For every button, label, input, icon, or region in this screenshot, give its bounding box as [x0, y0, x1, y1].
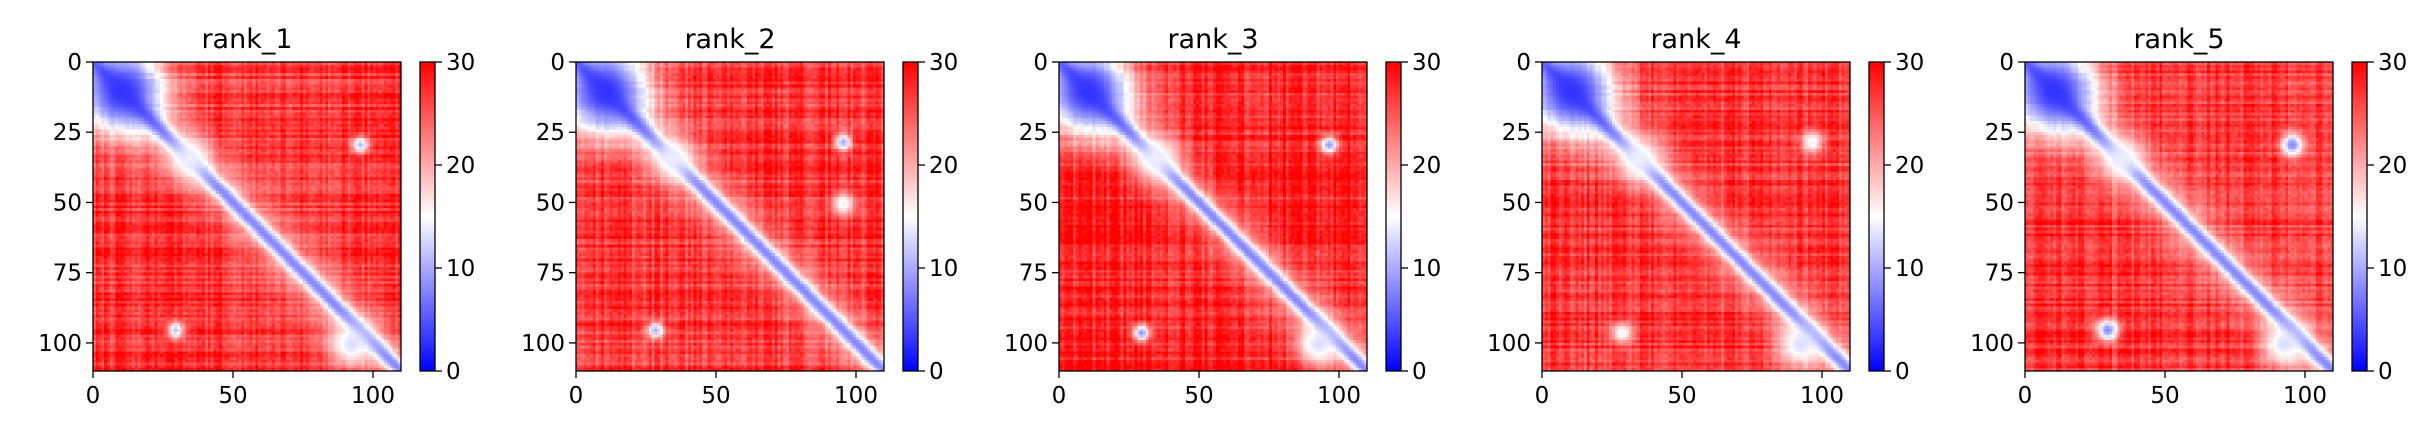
y-tick-label: 75 — [53, 261, 82, 287]
y-tick-label: 100 — [1487, 331, 1531, 357]
x-tick-label: 50 — [2150, 383, 2179, 409]
colorbar-tick-label: 0 — [2378, 359, 2393, 385]
panel-title: rank_5 — [2133, 24, 2224, 55]
colorbar-tick-label: 10 — [1895, 256, 1924, 282]
heatmap-image — [93, 62, 401, 371]
y-tick-label: 50 — [1985, 190, 2014, 216]
y-tick-label: 25 — [1985, 120, 2014, 146]
colorbar — [1385, 61, 1402, 372]
colorbar — [1868, 61, 1885, 372]
colorbar-tick-label: 20 — [1412, 153, 1441, 179]
y-tick-label: 50 — [53, 190, 82, 216]
y-tick-label: 50 — [536, 190, 565, 216]
y-tick-label: 0 — [550, 50, 565, 76]
y-tick-label: 25 — [53, 120, 82, 146]
x-tick-label: 50 — [1667, 383, 1696, 409]
y-tick-label: 75 — [536, 261, 565, 287]
colorbar-tick-label: 10 — [929, 256, 958, 282]
heatmap-image — [1542, 62, 1850, 371]
colorbar-tick-label: 30 — [1895, 50, 1924, 76]
axes-frame — [92, 61, 402, 372]
y-tick-label: 75 — [1985, 261, 2014, 287]
colorbar — [2351, 61, 2368, 372]
y-tick-label: 100 — [1004, 331, 1048, 357]
colorbar — [419, 61, 436, 372]
y-tick-label: 50 — [1019, 190, 1048, 216]
colorbar — [902, 61, 919, 372]
colorbar-tick-label: 10 — [446, 256, 475, 282]
y-tick-label: 0 — [1999, 50, 2014, 76]
colorbar-tick-label: 20 — [929, 153, 958, 179]
y-tick-label: 25 — [1502, 120, 1531, 146]
colorbar-tick-label: 10 — [1412, 256, 1441, 282]
x-tick-label: 50 — [701, 383, 730, 409]
panel-title: rank_1 — [201, 24, 292, 55]
colorbar-tick-label: 10 — [2378, 256, 2407, 282]
x-tick-label: 50 — [218, 383, 247, 409]
heatmap-image — [1059, 62, 1367, 371]
x-tick-label: 0 — [1535, 383, 1550, 409]
y-tick-label: 100 — [38, 331, 82, 357]
y-tick-label: 75 — [1502, 261, 1531, 287]
x-tick-label: 0 — [1052, 383, 1067, 409]
y-tick-label: 0 — [1516, 50, 1531, 76]
x-tick-label: 100 — [351, 383, 395, 409]
colorbar-tick-label: 0 — [1895, 359, 1910, 385]
panel-title: rank_3 — [1167, 24, 1258, 55]
colorbar-tick-label: 20 — [2378, 153, 2407, 179]
y-tick-label: 25 — [1019, 120, 1048, 146]
x-tick-label: 0 — [569, 383, 584, 409]
x-tick-label: 0 — [86, 383, 101, 409]
panel-title: rank_2 — [684, 24, 775, 55]
colorbar-tick-label: 0 — [1412, 359, 1427, 385]
heatmap-image — [576, 62, 884, 371]
x-tick-label: 100 — [2283, 383, 2327, 409]
axes-frame — [2024, 61, 2334, 372]
panel-title: rank_4 — [1650, 24, 1741, 55]
y-tick-label: 50 — [1502, 190, 1531, 216]
axes-frame — [575, 61, 885, 372]
y-tick-label: 0 — [1033, 50, 1048, 76]
x-tick-label: 100 — [1800, 383, 1844, 409]
y-tick-label: 25 — [536, 120, 565, 146]
colorbar-tick-label: 30 — [1412, 50, 1441, 76]
colorbar-tick-label: 30 — [2378, 50, 2407, 76]
colorbar-tick-label: 20 — [1895, 153, 1924, 179]
axes-frame — [1058, 61, 1368, 372]
heatmap-image — [2025, 62, 2333, 371]
colorbar-tick-label: 30 — [446, 50, 475, 76]
y-tick-label: 100 — [1970, 331, 2014, 357]
x-tick-label: 0 — [2018, 383, 2033, 409]
y-tick-label: 0 — [67, 50, 82, 76]
y-tick-label: 100 — [521, 331, 565, 357]
x-tick-label: 100 — [834, 383, 878, 409]
x-tick-label: 50 — [1184, 383, 1213, 409]
colorbar-tick-label: 20 — [446, 153, 475, 179]
axes-frame — [1541, 61, 1851, 372]
colorbar-tick-label: 0 — [446, 359, 461, 385]
colorbar-tick-label: 30 — [929, 50, 958, 76]
colorbar-tick-label: 0 — [929, 359, 944, 385]
y-tick-label: 75 — [1019, 261, 1048, 287]
x-tick-label: 100 — [1317, 383, 1361, 409]
